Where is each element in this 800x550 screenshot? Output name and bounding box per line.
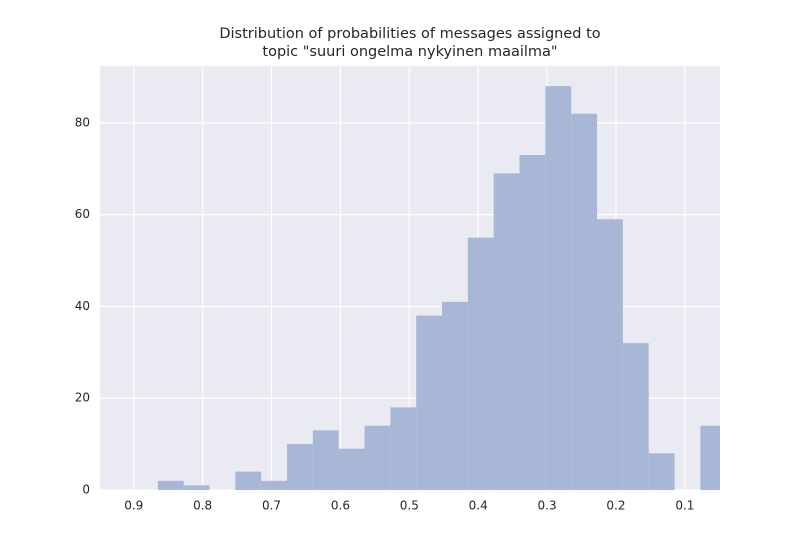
bar [261,480,288,490]
x-tick-label: 0.2 [606,499,625,513]
bar [648,453,675,490]
bar [338,448,365,490]
bar [700,425,720,490]
bar [519,155,546,490]
bar [390,407,417,490]
x-tick-label: 0.3 [538,499,557,513]
bar [235,471,262,490]
bar [493,173,520,490]
x-tick-label: 0.1 [675,499,694,513]
x-tick-label: 0.6 [331,499,350,513]
chart-title: Distribution of probabilities of message… [219,26,600,42]
x-tick-label: 0.5 [400,499,419,513]
bar [467,237,494,490]
bar [622,343,649,490]
bar [571,113,598,490]
y-tick-label: 40 [75,299,90,313]
x-tick-label: 0.7 [262,499,281,513]
x-tick-label: 0.9 [124,499,143,513]
bar [416,315,443,490]
labels: 0 20 40 60 80 0.9 0.8 0.7 0.6 0.5 0.4 0.3 0.2 0.1 [75,115,695,512]
y-tick-label: 0 [82,483,90,497]
y-tick-label: 80 [75,115,90,129]
bar [545,86,572,490]
bar [157,480,184,490]
y-tick-label: 20 [75,391,90,405]
x-tick-label: 0.4 [469,499,488,513]
bar [183,485,210,490]
bar [364,425,391,490]
bar [597,219,623,490]
chart-title: topic "suuri ongelma nykyinen maailma" [262,44,557,60]
x-tick-label: 0.8 [193,499,212,513]
bar [287,444,313,490]
bar [442,301,468,490]
bar [312,430,339,490]
y-tick-label: 60 [75,207,90,221]
bars [157,86,720,490]
